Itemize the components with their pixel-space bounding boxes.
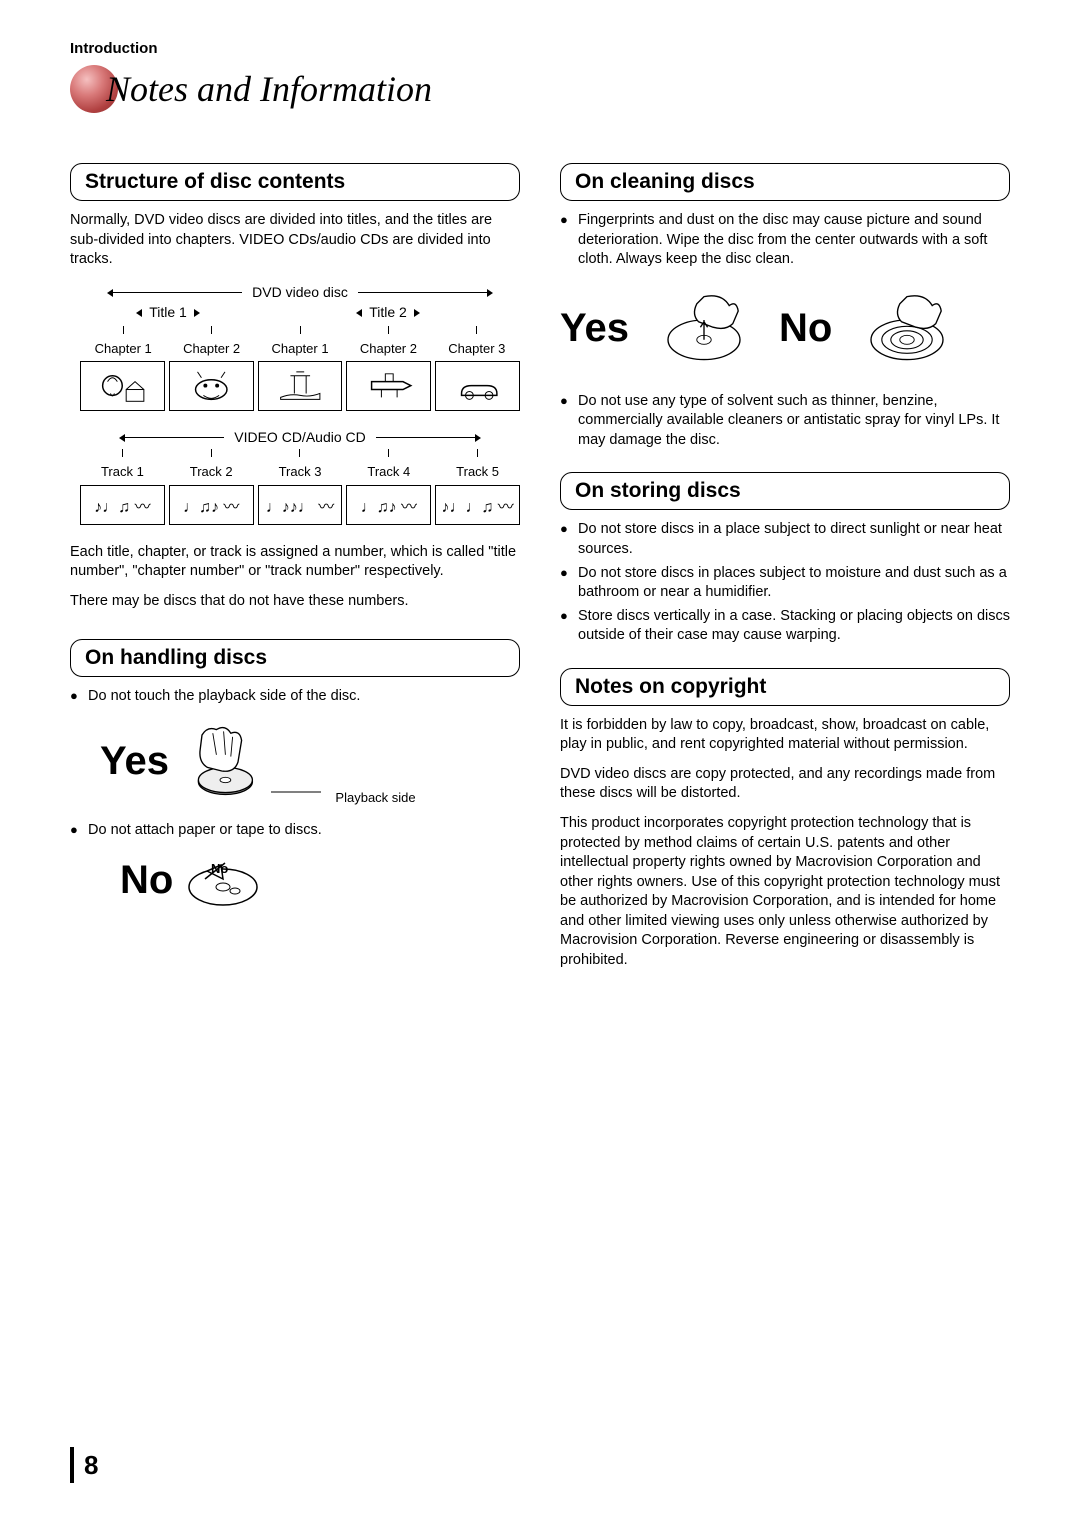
thumb-icon xyxy=(258,361,343,411)
title-block: Notes and Information xyxy=(70,65,1010,113)
music-icon: ♩♫♪ 〰 xyxy=(169,485,254,525)
heading-structure: Structure of disc contents xyxy=(70,163,520,201)
heading-handling: On handling discs xyxy=(70,639,520,677)
no-label: No xyxy=(779,306,832,351)
handling-no-illustration: No No xyxy=(120,851,520,911)
dvd-ch: Chapter 1 xyxy=(80,324,166,357)
handling-b1: Do not touch the playback side of the di… xyxy=(70,687,520,707)
dvd-ch: Chapter 3 xyxy=(434,324,520,357)
copyright-p2: DVD video discs are copy protected, and … xyxy=(560,765,1010,804)
storing-b3: Store discs vertically in a case. Stacki… xyxy=(560,607,1010,646)
page-number: 8 xyxy=(70,1447,98,1483)
thumb-icon xyxy=(80,361,165,411)
music-icon: ♪♩♫ 〰 xyxy=(80,485,165,525)
copyright-p1: It is forbidden by law to copy, broadcas… xyxy=(560,716,1010,755)
heading-storing: On storing discs xyxy=(560,472,1010,510)
disc-tape-icon: No xyxy=(183,851,263,911)
track-label: Track 2 xyxy=(169,449,254,479)
cd-diagram: VIDEO CD/Audio CD Track 1 Track 2 Track … xyxy=(80,429,520,525)
right-column: On cleaning discs Fingerprints and dust … xyxy=(560,163,1010,981)
music-icon: ♪♩♩♫ 〰 xyxy=(435,485,520,525)
cd-top-label: VIDEO CD/Audio CD xyxy=(80,429,520,445)
dvd-top-label: DVD video disc xyxy=(80,284,520,300)
dvd-ch: Chapter 2 xyxy=(168,324,254,357)
music-icon: ♩♫♪ 〰 xyxy=(346,485,431,525)
music-icon: ♩♪♪♩ 〰 xyxy=(258,485,343,525)
two-column-layout: Structure of disc contents Normally, DVD… xyxy=(70,163,1010,981)
dvd-diagram: DVD video disc Title 1 Title 2 xyxy=(80,284,520,411)
pointer-line-icon xyxy=(271,782,331,802)
thumb-icon xyxy=(346,361,431,411)
heading-copyright: Notes on copyright xyxy=(560,668,1010,706)
track-label: Track 5 xyxy=(435,449,520,479)
dvd-ch: Chapter 2 xyxy=(345,324,431,357)
track-label: Track 1 xyxy=(80,449,165,479)
dvd-thumbs xyxy=(80,361,520,411)
cleaning-b1: Fingerprints and dust on the disc may ca… xyxy=(560,211,1010,270)
track-label: Track 4 xyxy=(346,449,431,479)
heading-cleaning: On cleaning discs xyxy=(560,163,1010,201)
track-label: Track 3 xyxy=(258,449,343,479)
structure-intro: Normally, DVD video discs are divided in… xyxy=(70,211,520,270)
wipe-circular-icon xyxy=(862,284,952,374)
cleaning-list-1: Fingerprints and dust on the disc may ca… xyxy=(560,211,1010,270)
wipe-radial-icon xyxy=(659,284,749,374)
page: Introduction Notes and Information Struc… xyxy=(0,0,1080,1021)
handling-b2: Do not attach paper or tape to discs. xyxy=(70,821,520,841)
handling-list-2: Do not attach paper or tape to discs. xyxy=(70,821,520,841)
thumb-icon xyxy=(169,361,254,411)
page-title: Notes and Information xyxy=(106,68,432,110)
copyright-p3: This product incorporates copyright prot… xyxy=(560,814,1010,971)
storing-b2: Do not store discs in places subject to … xyxy=(560,564,1010,603)
no-inner-label: No xyxy=(211,861,228,876)
cleaning-illustration-row: Yes No xyxy=(560,284,1010,374)
handling-yes-illustration: Yes Playback side xyxy=(100,717,520,807)
storing-list: Do not store discs in a place subject to… xyxy=(560,520,1010,645)
playback-caption: Playback side xyxy=(335,790,415,805)
handling-list-1: Do not touch the playback side of the di… xyxy=(70,687,520,707)
structure-p2: Each title, chapter, or track is assigne… xyxy=(70,543,520,582)
dvd-title-2: Title 2 xyxy=(256,304,520,320)
dvd-title-1: Title 1 xyxy=(80,304,256,320)
dvd-ch: Chapter 1 xyxy=(257,324,343,357)
yes-label: Yes xyxy=(560,306,629,351)
left-column: Structure of disc contents Normally, DVD… xyxy=(70,163,520,981)
thumb-icon xyxy=(435,361,520,411)
structure-p3: There may be discs that do not have thes… xyxy=(70,592,520,612)
storing-b1: Do not store discs in a place subject to… xyxy=(560,520,1010,559)
cleaning-b2: Do not use any type of solvent such as t… xyxy=(560,392,1010,451)
hand-disc-icon xyxy=(175,717,265,807)
yes-label: Yes xyxy=(100,739,169,784)
section-label: Introduction xyxy=(70,40,1010,57)
no-label: No xyxy=(120,858,173,903)
cleaning-list-2: Do not use any type of solvent such as t… xyxy=(560,392,1010,451)
